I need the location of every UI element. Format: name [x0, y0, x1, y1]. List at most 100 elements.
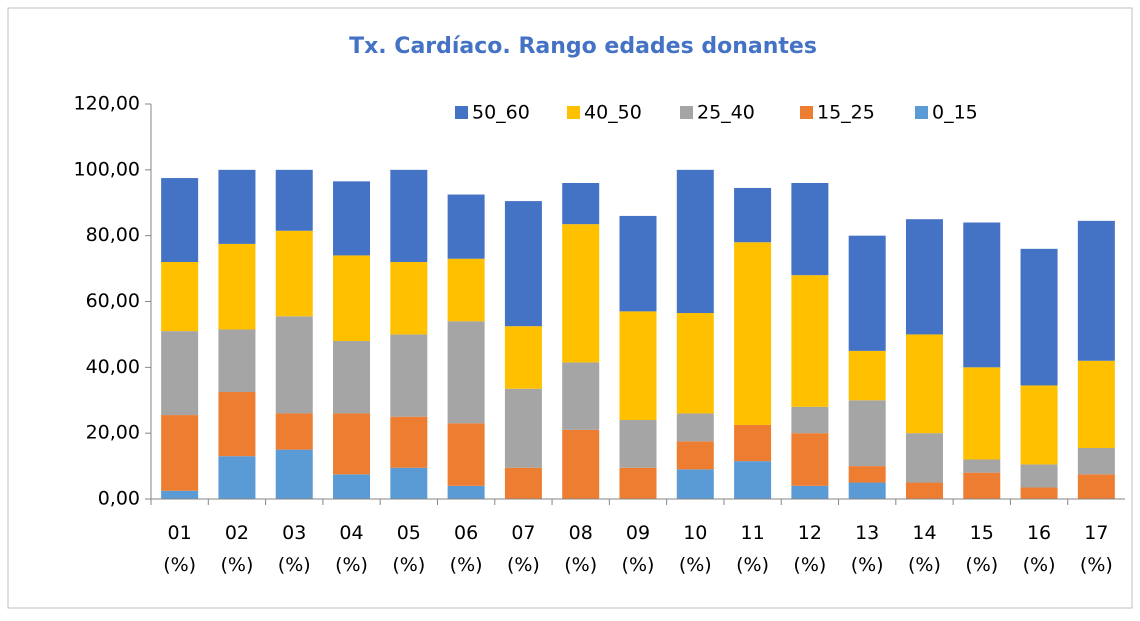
bar-segment: [1077, 447, 1115, 475]
legend-swatch: [800, 106, 813, 119]
y-tick-label: 40,00: [86, 356, 140, 378]
bar-segment: [504, 388, 542, 468]
bar-segment: [333, 413, 371, 475]
bar-segment: [1020, 248, 1058, 386]
bar-segment: [1020, 385, 1058, 465]
bar-segment: [905, 482, 943, 499]
legend-label: 40_50: [584, 102, 642, 124]
legend-label: 15_25: [817, 102, 875, 124]
x-tick-label: 11 (%): [736, 522, 769, 576]
bar-segment: [390, 262, 428, 335]
bar-segment: [676, 413, 714, 442]
bar-segment: [791, 485, 829, 499]
bar-segment: [963, 367, 1001, 460]
legend-label: 50_60: [472, 102, 530, 124]
bar-segment: [333, 474, 371, 499]
bar-segment: [390, 334, 428, 417]
bar-segment: [848, 466, 886, 483]
bar-segment: [447, 321, 485, 424]
bar-segment: [1077, 360, 1115, 448]
bar-segment: [734, 242, 772, 425]
bar-segment: [218, 392, 256, 457]
y-tick-label: 80,00: [86, 224, 140, 246]
bar-segment: [791, 406, 829, 434]
bar-segment: [447, 194, 485, 259]
bar-segment: [676, 313, 714, 414]
bar-segment: [1020, 487, 1058, 499]
x-tick-label: 01 (%): [163, 522, 196, 576]
bar-segment: [562, 183, 600, 225]
bar-segment: [161, 178, 199, 262]
bar-segment: [1077, 474, 1115, 499]
bar-segment: [676, 441, 714, 470]
bar-segment: [161, 415, 199, 491]
bar-segment: [390, 467, 428, 499]
bar-segment: [905, 433, 943, 483]
x-tick-label: 12 (%): [793, 522, 826, 576]
bar-segment: [390, 416, 428, 468]
x-tick-label: 16 (%): [1023, 522, 1056, 576]
bar-segment: [161, 490, 199, 499]
x-tick-label: 14 (%): [908, 522, 941, 576]
bar-segment: [734, 424, 772, 462]
bar-segment: [218, 329, 256, 393]
x-tick-label: 09 (%): [622, 522, 655, 576]
bar-segment: [619, 215, 657, 312]
x-tick-label: 15 (%): [965, 522, 998, 576]
x-tick-label: 03 (%): [278, 522, 311, 576]
bar-segment: [734, 187, 772, 243]
bar-segment: [333, 341, 371, 414]
x-tick-label: 04 (%): [335, 522, 368, 576]
bar-segment: [676, 169, 714, 314]
bar-segment: [791, 433, 829, 486]
bar-segment: [390, 169, 428, 262]
y-tick-label: 0,00: [98, 488, 140, 510]
bar-segment: [1020, 464, 1058, 488]
bar-segment: [619, 311, 657, 420]
x-tick-label: 08 (%): [564, 522, 597, 576]
bar-segment: [447, 258, 485, 322]
bar-segment: [676, 469, 714, 499]
bar-segment: [905, 219, 943, 335]
x-tick-label: 07 (%): [507, 522, 540, 576]
bar-segment: [791, 183, 829, 276]
legend-swatch: [567, 106, 580, 119]
bar-segment: [619, 467, 657, 499]
bar-segment: [447, 485, 485, 499]
x-tick-label: 10 (%): [679, 522, 712, 576]
bar-segment: [619, 420, 657, 468]
legend-label: 25_40: [697, 102, 755, 124]
bar-segment: [562, 429, 600, 499]
legend-swatch: [680, 106, 693, 119]
y-tick-label: 120,00: [74, 93, 140, 115]
bar-segment: [905, 334, 943, 434]
legend-label: 0_15: [932, 102, 978, 124]
bar-segment: [161, 262, 199, 332]
x-tick-label: 05 (%): [392, 522, 425, 576]
x-tick-label: 13 (%): [851, 522, 884, 576]
bar-segment: [734, 461, 772, 499]
bar-segment: [218, 169, 256, 244]
bar-segment: [1077, 220, 1115, 361]
bar-segment: [447, 423, 485, 486]
bar-segment: [963, 222, 1001, 368]
y-tick-label: 60,00: [86, 290, 140, 312]
bar-segment: [562, 224, 600, 363]
bar-segment: [275, 169, 313, 231]
bar-segment: [848, 400, 886, 467]
x-tick-label: 02 (%): [220, 522, 253, 576]
bar-segment: [504, 201, 542, 327]
bar-segment: [218, 456, 256, 499]
bar-segment: [333, 181, 371, 256]
bar-segment: [504, 467, 542, 499]
y-tick-label: 100,00: [74, 158, 140, 180]
bar-segment: [218, 243, 256, 330]
chart-title: Tx. Cardíaco. Rango edades donantes: [349, 34, 817, 59]
x-tick-label: 06 (%): [450, 522, 483, 576]
bar-segment: [848, 350, 886, 401]
bar-segment: [791, 275, 829, 407]
bar-segment: [848, 235, 886, 351]
bar-segment: [161, 331, 199, 416]
bar-segment: [562, 362, 600, 430]
